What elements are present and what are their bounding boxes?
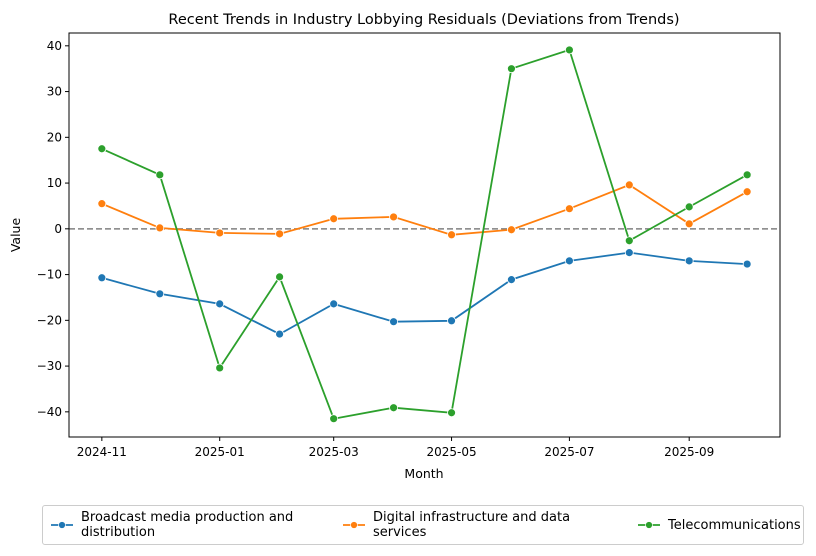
y-tick-label: −40: [37, 405, 62, 419]
data-point: [742, 170, 752, 180]
data-point: [215, 363, 225, 373]
y-tick-label: 10: [47, 176, 62, 190]
data-point: [624, 248, 634, 258]
y-tick-label: −10: [37, 268, 62, 282]
legend: Broadcast media production and distributi…: [42, 505, 804, 545]
legend-marker: [638, 521, 660, 529]
data-point: [215, 228, 225, 238]
y-axis-label: Value: [8, 218, 23, 253]
y-tick-label: 30: [47, 85, 62, 99]
data-point: [742, 259, 752, 269]
series-line-2: [101, 48, 748, 420]
y-tick-label: 40: [47, 39, 62, 53]
data-point: [624, 236, 634, 246]
data-point: [329, 299, 339, 309]
y-tick-label: 20: [47, 130, 62, 144]
legend-label: Telecommunications: [668, 518, 801, 533]
data-point: [329, 414, 339, 424]
x-tick-label: 2025-07: [544, 445, 594, 459]
data-point: [155, 289, 165, 299]
legend-label: Broadcast media production and distributi…: [81, 510, 293, 540]
x-axis-label: Month: [404, 466, 443, 481]
data-point: [97, 144, 107, 154]
x-tick-label: 2025-01: [195, 445, 245, 459]
data-point: [565, 256, 574, 266]
legend-marker: [343, 521, 365, 529]
data-point: [684, 219, 694, 229]
data-point: [447, 230, 456, 240]
data-point: [97, 199, 107, 209]
legend-marker: [51, 521, 73, 529]
legend-label-line: Broadcast media production and: [81, 510, 294, 525]
legend-label-line: distribution: [81, 525, 156, 540]
x-tick-label: 2025-03: [309, 445, 359, 459]
legend-label-line: Digital infrastructure and data: [373, 510, 571, 525]
data-point: [215, 299, 225, 309]
data-point: [155, 223, 165, 233]
data-point: [389, 212, 398, 222]
legend-item-1: Digital infrastructure and data services: [343, 510, 570, 540]
data-point: [507, 64, 516, 74]
x-tick-label: 2025-09: [664, 445, 714, 459]
data-point: [97, 273, 107, 283]
data-point: [389, 403, 398, 413]
data-point: [389, 317, 398, 327]
chart-title: Recent Trends in Industry Lobbying Resid…: [168, 12, 679, 28]
data-point: [275, 329, 284, 339]
y-tick-label: −30: [37, 359, 62, 373]
data-point: [565, 45, 574, 55]
data-point: [155, 170, 165, 180]
legend-label-line: services: [373, 525, 427, 540]
data-point: [507, 275, 516, 285]
y-tick-label: −20: [37, 313, 62, 327]
data-point: [447, 316, 456, 326]
data-point: [684, 202, 694, 212]
data-point: [742, 187, 752, 197]
plot-frame: [68, 32, 781, 438]
legend-label: Digital infrastructure and data services: [373, 510, 570, 540]
data-point: [684, 256, 694, 266]
series-line-0: [101, 251, 748, 336]
data-point: [624, 180, 634, 190]
data-point: [507, 225, 516, 235]
x-tick-label: 2024-11: [77, 445, 127, 459]
series-line-1: [101, 183, 748, 236]
y-tick-label: 0: [54, 222, 62, 236]
legend-item-2: Telecommunications: [638, 518, 801, 533]
data-point: [447, 408, 456, 418]
data-point: [565, 204, 574, 214]
legend-item-0: Broadcast media production and distributi…: [51, 510, 293, 540]
data-point: [275, 272, 284, 282]
data-point: [275, 229, 284, 239]
legend-label-line: Telecommunications: [668, 517, 801, 533]
data-point: [329, 214, 339, 224]
line-chart: Recent Trends in Industry Lobbying Resid…: [8, 12, 781, 481]
x-tick-label: 2025-05: [426, 445, 476, 459]
